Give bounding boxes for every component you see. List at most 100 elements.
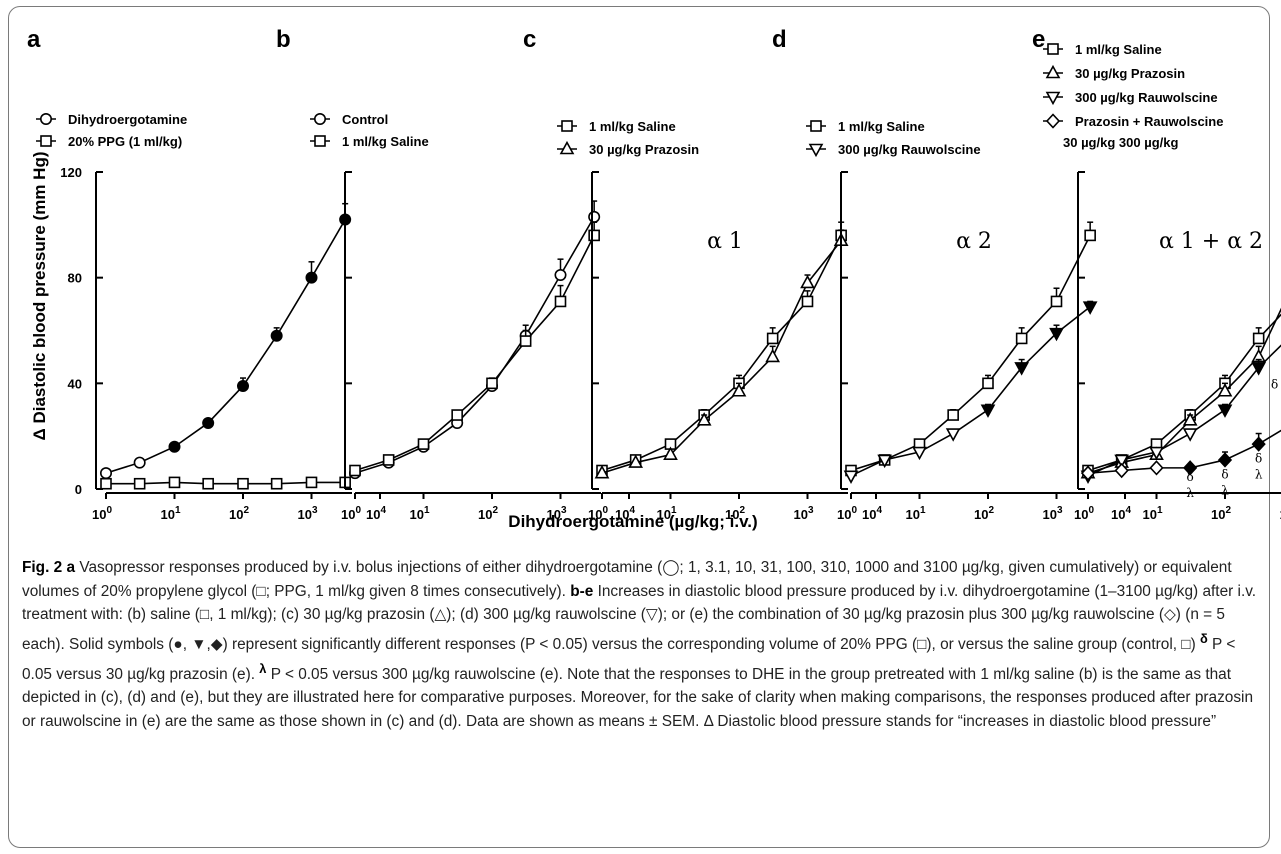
data-point [1217, 404, 1233, 418]
y-tick-label: 120 [60, 165, 82, 180]
data-point [202, 477, 214, 490]
x-tick-label: 101 [409, 505, 429, 522]
data-point [980, 404, 996, 418]
panel-c: c 100 101 102 103 104 1 ml/kg Saline 30 µg/kg P… [523, 26, 882, 522]
data-point [168, 440, 181, 453]
data-point [305, 476, 318, 489]
data-point [1217, 383, 1233, 397]
x-tick-label: 101 [905, 505, 925, 522]
x-tick-label: 100 [837, 505, 857, 522]
x-tick-label: 100 [92, 505, 112, 522]
x-tick-label: 104 [862, 505, 882, 522]
panel-a: a 0 40 80 120 100 101 102 103 104 Dihydroergotamin… [27, 26, 386, 522]
data-point [100, 467, 113, 480]
data-point [1183, 460, 1198, 476]
legend-label: Prazosin + Rauwolscine [1075, 114, 1223, 129]
data-point [1251, 362, 1267, 376]
x-tick-label: 103 [546, 505, 566, 522]
caption-lambda-mark: λ [259, 660, 267, 676]
legend-label: 1 ml/kg Saline [838, 119, 925, 134]
data-point [945, 428, 961, 442]
data-point [877, 454, 893, 469]
series-line [601, 240, 842, 474]
x-axis-title: Dihydroergotamine (µg/kg; i.v.) [508, 512, 757, 531]
data-point [1252, 332, 1265, 345]
y-tick-label: 40 [68, 376, 82, 391]
x-tick-label: 104 [366, 505, 386, 522]
legend-marker [561, 120, 573, 132]
legend-marker [559, 140, 575, 155]
legend-marker [39, 113, 52, 126]
series-triangle-up [594, 229, 849, 479]
data-point [1149, 460, 1164, 476]
series-circle [100, 202, 352, 480]
x-tick-label: 104 [615, 505, 635, 522]
series-circle [348, 200, 601, 480]
data-point [1114, 462, 1129, 479]
figure-frame [8, 6, 1270, 848]
y-axis-title: Δ Diastolic blood pressure (mm Hg) [30, 152, 49, 441]
data-point [270, 477, 283, 490]
x-tick-label: 101 [1142, 505, 1162, 522]
data-point [519, 335, 532, 347]
series-diamond [1080, 429, 1281, 481]
data-point [663, 446, 678, 460]
legend-label: 30 µg/kg Prazosin [589, 142, 699, 157]
significance-mark: λ [1186, 486, 1194, 500]
x-tick-label: 103 [1279, 505, 1281, 522]
data-point [305, 271, 318, 284]
series-line [1087, 307, 1281, 474]
series-square [349, 221, 600, 477]
data-point [1182, 412, 1198, 426]
data-point [451, 409, 463, 421]
series-square [596, 221, 847, 477]
x-tick-label: 100 [588, 505, 608, 522]
data-point [382, 454, 395, 466]
caption-part4-text: P < 0.05 versus 300 µg/kg rauwolscine (e… [22, 665, 1254, 730]
panel-label: c [523, 26, 536, 53]
legend-marker [1045, 64, 1061, 79]
panel-d: d 100 101 102 103 104 1 ml/kg Saline 300 µg/kg … [772, 26, 1131, 522]
data-point [237, 477, 249, 490]
legend-label: 300 µg/kg Rauwolscine [1075, 90, 1218, 105]
data-point [801, 295, 814, 308]
caption-part2-label: b-e [570, 582, 594, 600]
data-point [133, 477, 146, 490]
data-point [588, 229, 600, 242]
x-tick-label: 101 [160, 505, 180, 522]
significance-mark: λ [1221, 483, 1229, 497]
legend-label: 30 µg/kg Prazosin [1075, 66, 1185, 81]
series-line [105, 219, 346, 474]
panel-e: e 100 101 102 103 104 1 ml/kg Saline 30 µg/kg P… [1032, 26, 1281, 522]
data-point [766, 332, 779, 345]
x-tick-label: 102 [725, 505, 745, 522]
legend-marker [40, 135, 52, 147]
legend-marker [808, 143, 824, 158]
data-point [486, 377, 498, 390]
x-tick-label: 100 [1074, 505, 1094, 522]
legend-marker [1045, 91, 1061, 106]
series-line [106, 481, 346, 485]
caption-part1-text: Vasopressor responses produced by i.v. b… [22, 559, 1232, 600]
caption-part3-text: P < 0.05 versus 30 µg/kg prazosin (e). [22, 635, 1236, 683]
series-line [354, 235, 595, 472]
data-point [1050, 295, 1063, 308]
alpha-label: α 1 [707, 229, 743, 254]
data-point [202, 416, 215, 429]
data-point [696, 412, 712, 426]
legend-sublabel: 30 µg/kg 300 µg/kg [1063, 135, 1178, 150]
x-tick-label: 102 [478, 505, 498, 522]
data-point [1014, 362, 1030, 376]
figure-caption: Fig. 2 a Vasopressor responses produced … [22, 556, 1262, 733]
legend-marker [1045, 113, 1061, 129]
caption-part2-text: Increases in diastolic blood pressure pr… [22, 582, 1257, 653]
series-triangle-down [1080, 344, 1281, 484]
series-triangle-up [1080, 307, 1281, 479]
data-point [731, 383, 747, 397]
legend-marker [810, 120, 822, 132]
data-point [554, 295, 567, 308]
panel-b: b 100 101 102 103 104 Control 1 ml/kg Saline [276, 26, 635, 522]
alpha-label: α 1 + α 2 [1159, 229, 1263, 254]
data-point [237, 379, 250, 392]
series-line [354, 216, 595, 474]
